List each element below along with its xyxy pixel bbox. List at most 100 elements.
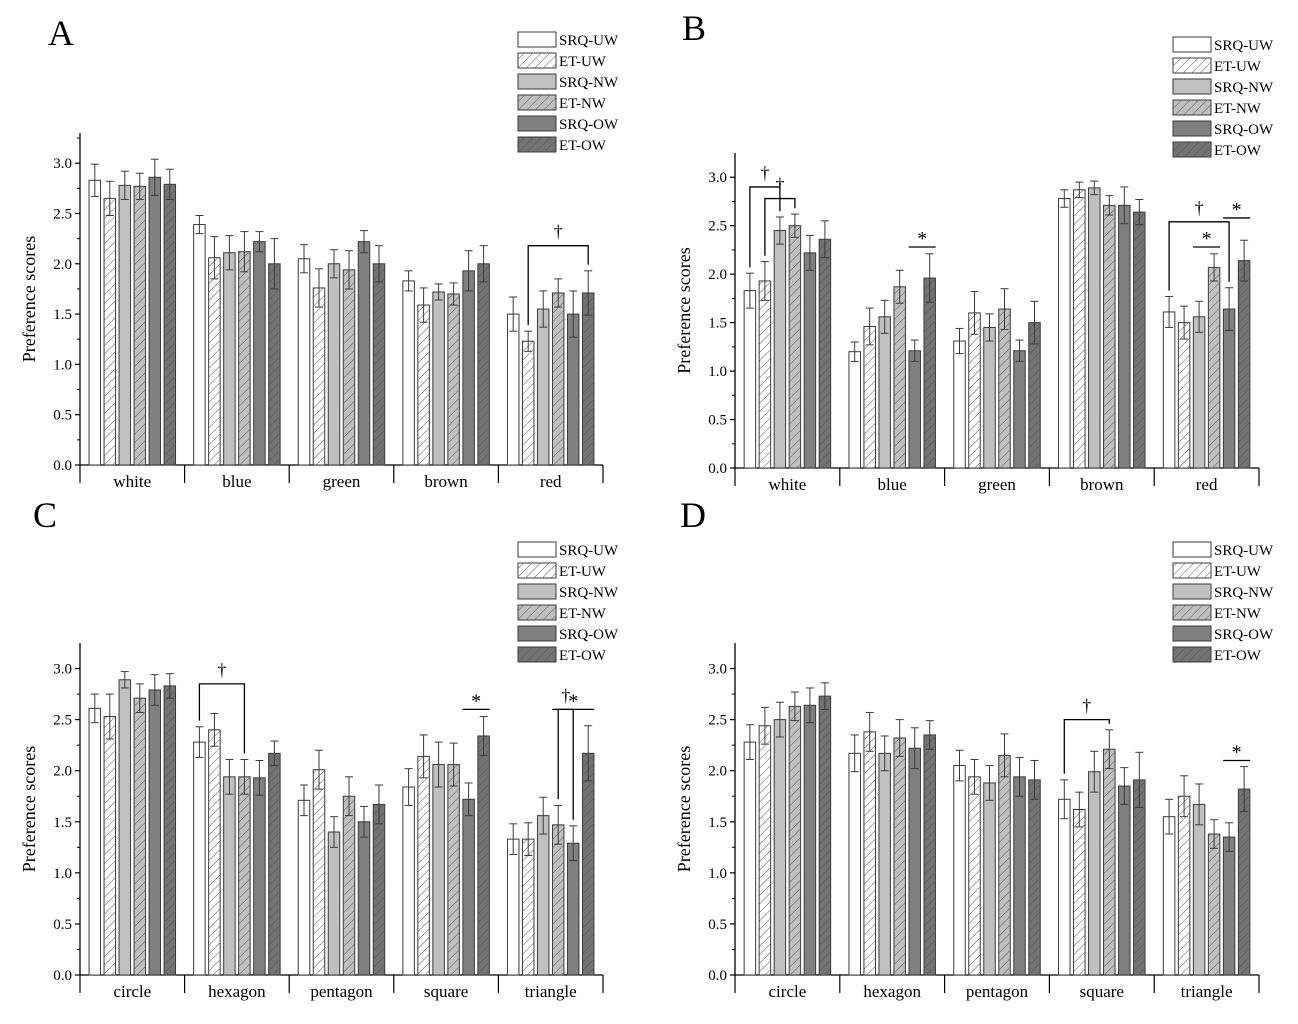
legend-label: SRQ-NW (559, 75, 619, 91)
bar (566, 842, 580, 976)
x-tick-label: triangle (525, 982, 577, 1001)
bar-hatch (1133, 779, 1146, 975)
significance-mark: * (1232, 741, 1242, 763)
legend-label: ET-OW (1214, 143, 1262, 159)
x-tick-label: white (113, 472, 151, 491)
legend-label: ET-NW (1214, 101, 1262, 117)
bar-hatch (104, 716, 116, 975)
y-tick-label: 0.0 (53, 458, 72, 474)
legend-swatch (1172, 625, 1212, 642)
y-tick-label: 2.5 (708, 713, 727, 729)
bar-hatch (1238, 789, 1250, 975)
bar (803, 704, 817, 976)
bar (223, 252, 236, 466)
y-tick-label: 0.0 (708, 461, 727, 477)
bar-hatch (582, 753, 594, 975)
bar (223, 776, 236, 976)
legend-label: SRQ-OW (559, 627, 619, 643)
y-axis-label: Preference scores (19, 746, 39, 872)
bar (953, 340, 966, 469)
bar (1088, 771, 1101, 976)
legend-swatch (1172, 583, 1212, 600)
bar-hatch (373, 804, 385, 975)
bar-hatch (164, 184, 176, 466)
y-tick-label: 1.5 (708, 316, 727, 332)
significance-mark: * (1232, 199, 1242, 221)
y-tick-label: 0.5 (708, 917, 727, 933)
x-tick-label: circle (113, 982, 151, 1001)
bar (743, 290, 757, 469)
bar-hatch (343, 269, 355, 465)
legend-label: SRQ-OW (559, 117, 619, 133)
significance-mark: * (1202, 228, 1212, 250)
y-tick-label: 2.0 (53, 764, 72, 780)
bar-hatch (582, 292, 594, 465)
bar-hatch (417, 305, 430, 465)
bar-hatch (863, 326, 876, 468)
bar-hatch (1073, 809, 1086, 975)
bar-hatch (522, 839, 534, 975)
y-tick-label: 2.0 (708, 764, 727, 780)
bar-hatch (1103, 205, 1116, 469)
bar-hatch (968, 776, 981, 975)
bar (402, 280, 415, 466)
y-tick-label: 2.5 (53, 713, 72, 729)
bar-hatch (447, 293, 460, 465)
bar-hatch (923, 278, 936, 468)
bar-hatch (893, 738, 906, 975)
y-tick-label: 3.0 (708, 662, 727, 678)
y-tick-label: 1.5 (708, 815, 727, 831)
legend-swatch-hatch (1173, 142, 1211, 157)
bar (848, 351, 861, 469)
bar (1013, 350, 1026, 469)
bar (432, 291, 445, 466)
bar (357, 241, 371, 466)
y-tick-label: 2.5 (53, 206, 72, 222)
bar-hatch (1133, 212, 1146, 468)
bar-hatch (1028, 779, 1041, 975)
x-tick-label: brown (1080, 475, 1124, 494)
legend-label: SRQ-NW (1214, 80, 1274, 96)
legend-swatch (1172, 36, 1212, 53)
legend-swatch (517, 73, 557, 90)
y-tick-label: 1.0 (53, 357, 72, 373)
y-tick-label: 3.0 (708, 170, 727, 186)
x-tick-label: blue (222, 472, 251, 491)
significance-mark: * (471, 690, 481, 712)
bar-hatch (968, 312, 981, 468)
significance-bracket (198, 683, 246, 754)
x-tick-label: white (769, 475, 807, 494)
legend-swatch-hatch (518, 563, 556, 578)
significance-mark: † (561, 685, 570, 705)
bar (253, 777, 266, 976)
x-tick-label: pentagon (966, 982, 1029, 1001)
legend-label: SRQ-OW (1214, 122, 1274, 138)
bar-hatch (1178, 796, 1190, 975)
bar (253, 241, 266, 466)
x-tick-label: hexagon (863, 982, 921, 1001)
panel-b: B 0.0 0.5 1.0 1.5 2.0 2.5 3.0 Preference scores w… (674, 8, 1274, 494)
panel-letter: D (680, 495, 706, 535)
y-tick-label: 1.0 (53, 866, 72, 882)
bar-hatch (1208, 834, 1220, 975)
bar-hatch (313, 769, 325, 975)
bar (432, 764, 445, 976)
bar-hatch (759, 725, 771, 975)
bar-hatch (789, 225, 801, 468)
bar-hatch (1208, 267, 1220, 468)
bar (357, 821, 371, 976)
bar (1192, 316, 1206, 469)
legend-label: ET-OW (559, 138, 607, 154)
bar (1088, 187, 1101, 469)
panel-letter: C (33, 495, 57, 535)
bar (88, 179, 102, 466)
bar-hatch (552, 292, 564, 465)
y-tick-label: 0.5 (708, 413, 727, 429)
legend-label: ET-OW (559, 648, 607, 664)
significance-bracket (557, 708, 574, 820)
bar (1058, 198, 1071, 469)
bar-hatch (477, 735, 490, 975)
legend-swatch-hatch (518, 137, 556, 152)
bar (953, 765, 966, 976)
